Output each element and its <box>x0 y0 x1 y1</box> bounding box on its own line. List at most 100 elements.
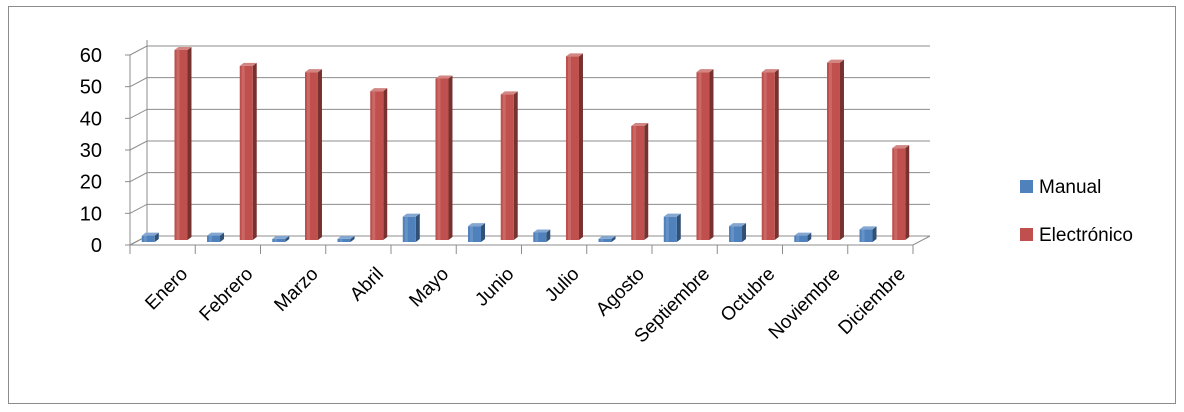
x-tick-label: Junio <box>471 264 518 311</box>
bar <box>598 235 616 242</box>
x-tick-label: Marzo <box>270 264 322 316</box>
gridline <box>129 203 930 214</box>
bar-top <box>141 232 159 236</box>
bar <box>207 232 225 242</box>
bar-highlight <box>404 216 408 242</box>
bar-front <box>468 226 482 242</box>
bar-side <box>807 232 812 242</box>
legend-swatch <box>1020 180 1033 193</box>
bar <box>533 229 551 242</box>
bar <box>239 62 257 241</box>
bar-side <box>774 69 779 241</box>
bar-front <box>761 72 775 241</box>
x-tick-label: Febrero <box>196 264 258 326</box>
bar-front <box>794 235 808 242</box>
bar-top <box>533 229 551 233</box>
bar-highlight <box>894 148 898 240</box>
bar <box>663 213 681 242</box>
bar <box>272 235 290 242</box>
bar-top <box>239 62 257 66</box>
bar-highlight <box>600 238 604 242</box>
bar-highlight <box>567 56 571 241</box>
bar <box>435 75 453 240</box>
y-axis: 0 10 20 30 40 50 60 <box>80 45 131 257</box>
bar-highlight <box>339 238 343 242</box>
bar-highlight <box>241 65 245 240</box>
bar <box>500 91 518 240</box>
gridline <box>129 45 930 56</box>
bar-top <box>892 145 910 149</box>
bar-highlight <box>535 232 539 242</box>
bar-top <box>826 59 844 63</box>
bar-highlight <box>306 72 310 241</box>
bar-front <box>272 238 286 242</box>
y-tick-label: 60 <box>80 45 102 67</box>
bar <box>565 53 583 241</box>
bar-side <box>187 47 192 240</box>
x-axis: Enero Febrero Marzo Abril Mayo Junio Julio Agos… <box>129 235 931 347</box>
bar-front <box>826 62 840 240</box>
bar-top <box>794 232 812 236</box>
bar-side <box>644 123 649 240</box>
bar-side <box>905 145 910 240</box>
bar <box>304 69 322 241</box>
gridline <box>129 77 930 88</box>
legend-swatch <box>1020 228 1033 241</box>
bar-side <box>252 62 257 241</box>
bar-highlight <box>437 78 441 240</box>
bar-front <box>239 65 253 240</box>
bar-top <box>598 235 616 239</box>
bar-top <box>468 223 486 227</box>
bar-highlight <box>731 226 735 242</box>
y-tick-label: 20 <box>80 172 102 194</box>
bar-top <box>729 223 747 227</box>
bar-front <box>565 56 579 241</box>
x-tick-label: Enero <box>141 264 192 315</box>
bar-front <box>304 72 318 241</box>
bar <box>761 69 779 241</box>
bar-side <box>513 91 518 240</box>
bar <box>141 232 159 242</box>
bar-highlight <box>796 235 800 242</box>
bar-side <box>415 213 420 242</box>
bar-top <box>337 235 355 239</box>
gridline <box>129 108 930 119</box>
bar <box>859 226 877 242</box>
bar-top <box>859 226 877 230</box>
bar-top <box>663 213 681 217</box>
bar-highlight <box>372 91 376 241</box>
y-tick-label: 30 <box>80 140 102 162</box>
bar <box>337 235 355 242</box>
bar-side <box>448 75 453 240</box>
bar-top <box>761 69 779 73</box>
bar <box>729 223 747 242</box>
bar-front <box>859 229 873 242</box>
x-tick-label: Agosto <box>592 264 649 321</box>
gridline <box>129 140 930 151</box>
bar <box>892 145 910 240</box>
bar-front <box>663 216 677 242</box>
bar-side <box>350 235 355 242</box>
bar-top <box>500 91 518 95</box>
bar-highlight <box>470 226 474 242</box>
bar-highlight <box>665 216 669 242</box>
bar-front <box>402 216 416 242</box>
bar-highlight <box>828 62 832 240</box>
bar <box>631 123 649 240</box>
bars <box>141 47 910 242</box>
bar-side <box>285 235 290 242</box>
bar-highlight <box>502 94 506 240</box>
bar-front <box>141 235 155 242</box>
bar-highlight <box>176 50 180 240</box>
bar-highlight <box>763 72 767 241</box>
bar <box>174 47 192 240</box>
bar-side <box>872 226 877 242</box>
legend-label: Electrónico <box>1039 225 1133 246</box>
bar-front <box>892 148 906 240</box>
chart-frame <box>8 6 1176 404</box>
bar-top <box>402 213 420 217</box>
bar <box>370 88 388 241</box>
bar-top <box>174 47 192 50</box>
bar-front <box>370 91 384 241</box>
